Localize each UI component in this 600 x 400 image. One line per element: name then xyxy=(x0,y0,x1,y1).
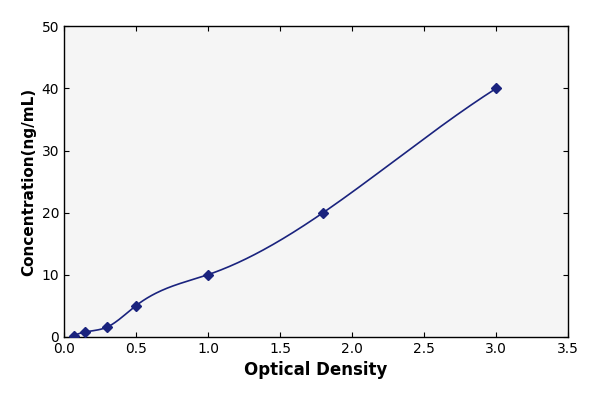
Y-axis label: Concentration(ng/mL): Concentration(ng/mL) xyxy=(21,88,36,276)
X-axis label: Optical Density: Optical Density xyxy=(244,361,388,379)
